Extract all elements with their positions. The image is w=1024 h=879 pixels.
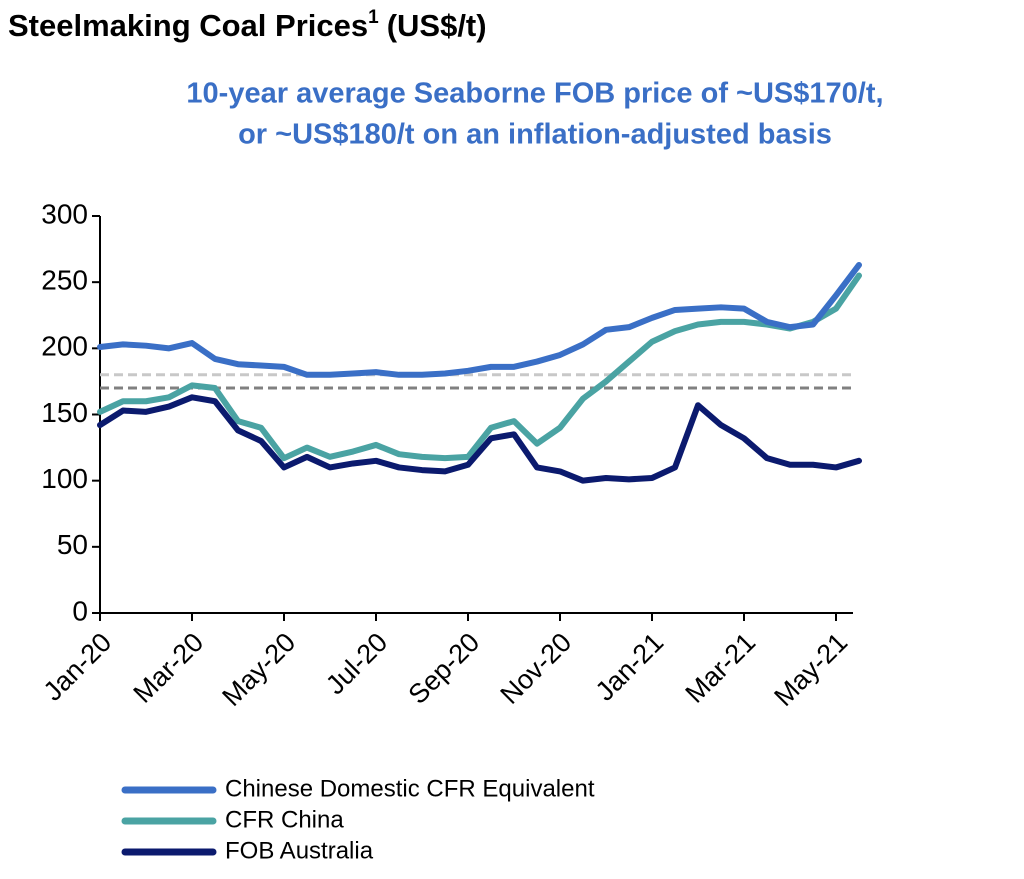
subtitle: 10-year average Seaborne FOB price of ~U… [186, 78, 883, 110]
x-tick-label: Jan-20 [38, 627, 118, 707]
x-tick-label: Jan-21 [590, 627, 670, 707]
x-tick-label: Mar-20 [128, 627, 210, 709]
x-tick-label: Mar-21 [680, 627, 762, 709]
y-tick-label: 100 [41, 463, 88, 494]
legend-label: CFR China [225, 806, 344, 833]
x-tick-label: Nov-20 [495, 627, 578, 710]
legend-label: Chinese Domestic CFR Equivalent [225, 775, 595, 802]
x-tick-label: Jul-20 [320, 627, 393, 700]
series-line [97, 394, 862, 484]
title-text: Steelmaking Coal Prices [8, 8, 368, 43]
series-line [97, 261, 862, 378]
x-tick-label: May-20 [216, 627, 301, 712]
y-tick-label: 50 [57, 529, 88, 560]
legend-label: FOB Australia [225, 837, 374, 864]
chart-title: Steelmaking Coal Prices1 (US$/t) [8, 7, 487, 43]
y-tick-label: 250 [41, 265, 88, 296]
x-tick-label: Sep-20 [402, 627, 485, 710]
series-line [97, 272, 862, 462]
x-tick-label: May-21 [768, 627, 853, 712]
title-unit: (US$/t) [387, 8, 487, 43]
y-tick-label: 300 [41, 198, 88, 229]
title-superscript: 1 [368, 7, 379, 28]
y-tick-label: 150 [41, 397, 88, 428]
y-tick-label: 200 [41, 331, 88, 362]
subtitle: or ~US$180/t on an inflation-adjusted ba… [238, 119, 832, 151]
y-tick-label: 0 [72, 595, 88, 626]
